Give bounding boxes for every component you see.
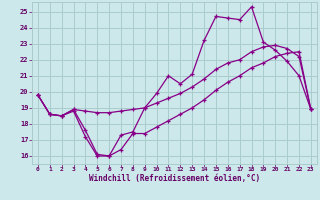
X-axis label: Windchill (Refroidissement éolien,°C): Windchill (Refroidissement éolien,°C) [89,174,260,183]
